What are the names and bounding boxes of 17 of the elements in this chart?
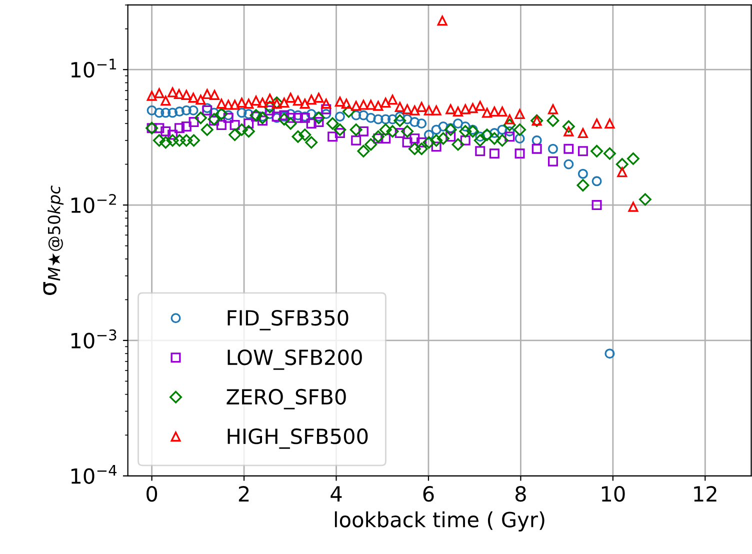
y-tick-label: 10$^{−2}$ bbox=[71, 194, 116, 214]
y-axis-title: σ$_{M★@50kpc}$ bbox=[43, 186, 64, 295]
x-tick-label: 6 bbox=[423, 486, 434, 502]
y-tick-label: 10$^{−3}$ bbox=[71, 329, 116, 349]
x-tick-label: 8 bbox=[515, 486, 526, 502]
legend-label: ZERO_SFB0 bbox=[226, 388, 346, 410]
x-tick-label: 0 bbox=[146, 486, 158, 502]
y-tick-label: 10$^{−4}$ bbox=[71, 465, 117, 484]
x-tick-label: 10 bbox=[602, 486, 625, 502]
legend-label: HIGH_SFB500 bbox=[228, 428, 368, 449]
x-tick-label: 2 bbox=[238, 486, 249, 502]
x-tick-label: 12 bbox=[694, 486, 716, 502]
legend-label: FID_SFB350 bbox=[228, 310, 348, 330]
x-axis-title: lookback time ( Gyr) bbox=[334, 511, 544, 532]
x-tick-label: 4 bbox=[330, 486, 342, 502]
y-tick-label: 10$^{−1}$ bbox=[71, 58, 116, 78]
legend-label: LOW_SFB200 bbox=[228, 349, 362, 370]
